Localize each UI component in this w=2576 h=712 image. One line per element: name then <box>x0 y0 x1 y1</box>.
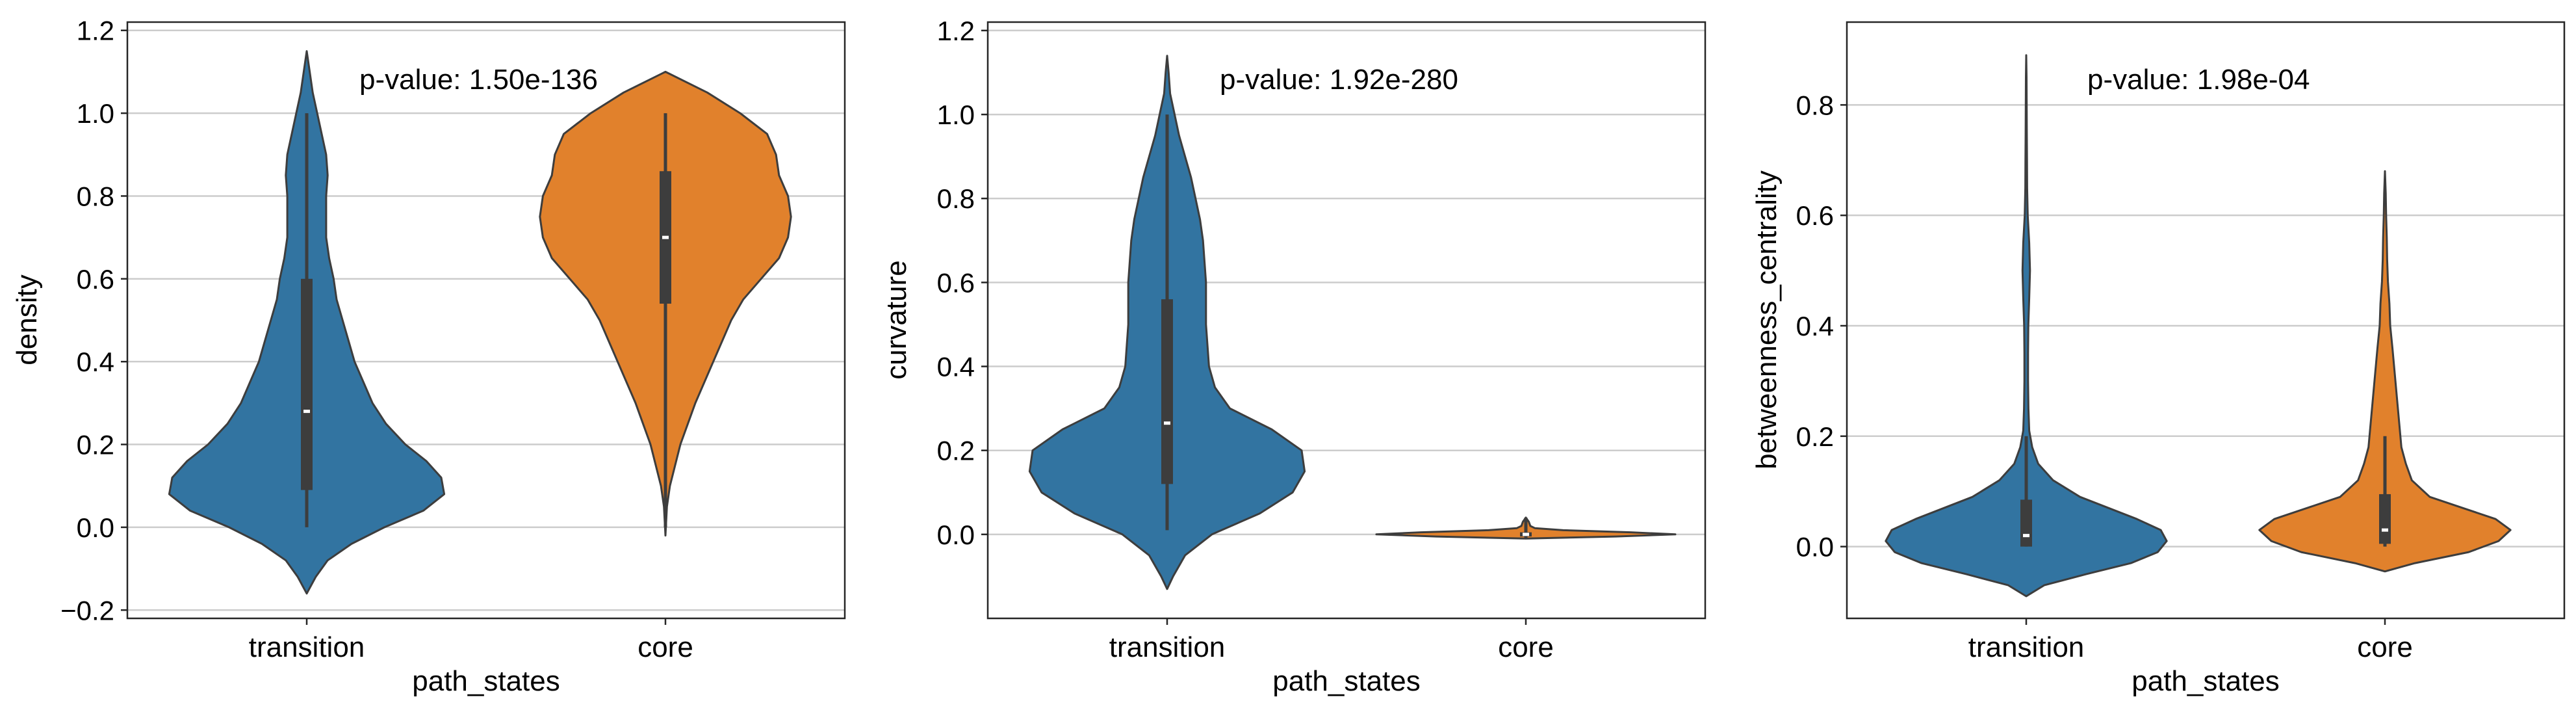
y-axis-label: curvature <box>881 260 912 379</box>
x-axis-label: path_states <box>412 665 560 697</box>
y-tick-label: 0.0 <box>1796 532 1834 562</box>
y-tick-label: 0.6 <box>937 267 975 298</box>
violins <box>1028 55 1677 590</box>
iqr-box-transition <box>301 278 313 490</box>
iqr-box-core <box>2379 494 2391 544</box>
y-tick-label: 0.4 <box>937 352 975 382</box>
p-value-annotation: p-value: 1.92e-280 <box>1220 64 1458 96</box>
x-tick-label: core <box>1498 631 1554 663</box>
grid-lines <box>1847 104 2564 547</box>
y-axis-label: density <box>11 274 43 365</box>
violins <box>1885 54 2512 598</box>
panel-curvature: 0.0 0.2 0.4 0.6 0.8 1.0 1.2 transition core p-v… <box>881 16 1707 697</box>
y-tick-label: 0.4 <box>77 347 114 377</box>
y-tick-label: 1.0 <box>77 98 114 129</box>
y-tick-label: 1.0 <box>937 99 975 130</box>
y-tick-label: 0.8 <box>77 181 114 211</box>
y-tick-label: 0.8 <box>1796 90 1834 120</box>
x-tick-label: core <box>638 631 693 663</box>
x-ticks: transition core <box>1968 618 2413 663</box>
axes-frame <box>126 21 846 620</box>
y-tick-label: 1.2 <box>937 16 975 46</box>
panel-betweenness-centrality: 0.0 0.2 0.4 0.6 0.8 transition core p-value: … <box>1751 21 2566 697</box>
violin-body-transition <box>1885 54 2168 598</box>
y-tick-label: −0.2 <box>60 595 114 626</box>
y-tick-label: 0.0 <box>77 512 114 543</box>
axes-frame <box>986 21 1707 620</box>
x-ticks: transition core <box>1109 618 1554 663</box>
iqr-box-transition <box>1161 299 1173 484</box>
y-tick-label: 0.4 <box>1796 311 1834 341</box>
y-tick-label: 0.2 <box>937 436 975 466</box>
axes-frame <box>1846 21 2566 620</box>
y-tick-label: 0.0 <box>937 520 975 550</box>
x-tick-label: core <box>2357 631 2413 663</box>
x-ticks: transition core <box>249 618 693 663</box>
y-tick-label: 0.2 <box>1796 421 1834 452</box>
iqr-box-transition <box>2020 499 2032 547</box>
violins <box>168 50 792 595</box>
y-tick-label: 0.6 <box>1796 200 1834 231</box>
y-ticks: 0.0 0.2 0.4 0.6 0.8 1.0 1.2 <box>937 16 988 550</box>
p-value-annotation: p-value: 1.98e-04 <box>2087 64 2310 96</box>
x-tick-label: transition <box>249 631 365 663</box>
p-value-annotation: p-value: 1.50e-136 <box>359 64 598 96</box>
x-axis-label: path_states <box>1272 665 1421 697</box>
x-tick-label: transition <box>1109 631 1226 663</box>
y-ticks: 0.0 0.2 0.4 0.6 0.8 <box>1796 90 1847 562</box>
y-tick-label: 0.8 <box>937 183 975 214</box>
y-axis-label: betweenness_centrality <box>1751 170 1783 469</box>
y-tick-label: 1.2 <box>77 16 114 46</box>
y-tick-label: 0.6 <box>77 264 114 295</box>
y-tick-label: 0.2 <box>77 430 114 460</box>
y-ticks: −0.2 0.0 0.2 0.4 0.6 0.8 1.0 1.2 <box>60 16 127 626</box>
panel-density: −0.2 0.0 0.2 0.4 0.6 0.8 1.0 1.2 transition core… <box>11 16 846 697</box>
x-tick-label: transition <box>1968 631 2085 663</box>
x-axis-label: path_states <box>2132 665 2280 697</box>
violin-body-core <box>2258 170 2512 573</box>
